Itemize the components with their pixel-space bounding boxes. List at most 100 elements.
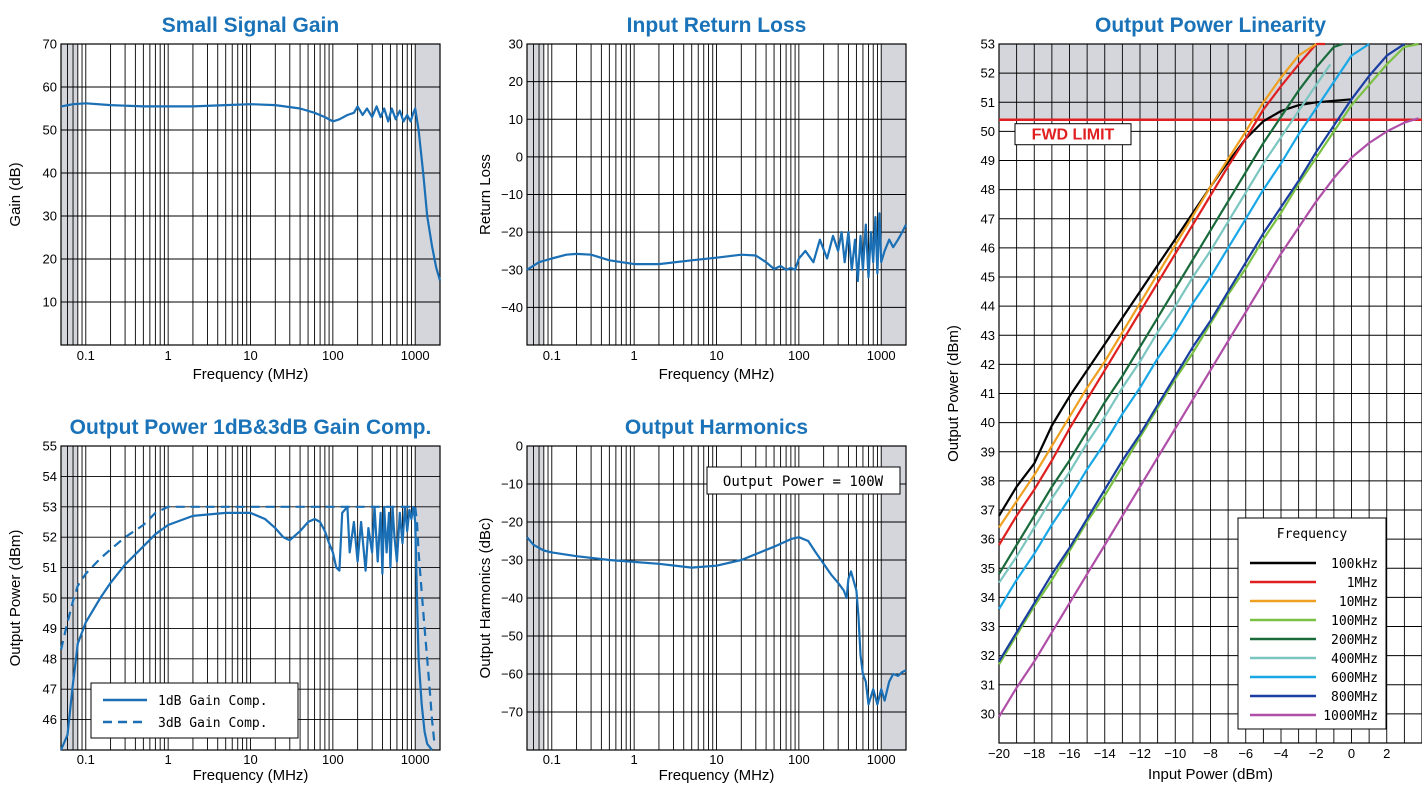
y-tick-label: 37 (981, 503, 995, 518)
series-line-1db-gain-comp- (59, 505, 433, 751)
legend-box (1237, 517, 1387, 730)
legend-label: 1000MHz (1323, 709, 1378, 724)
y-tick-label: 10 (43, 295, 57, 310)
legend: 1dB Gain Comp. 3dB Gain Comp. (90, 682, 299, 739)
series-line-800mhz (998, 43, 1406, 662)
y-tick-label: −10 (501, 187, 523, 202)
y-tick-label: 39 (981, 444, 995, 459)
x-tick-label: 1 (165, 348, 172, 363)
y-tick-label: 45 (981, 270, 995, 285)
legend-title: Frequency (1277, 527, 1348, 542)
shaded-band-0 (61, 44, 78, 345)
y-tick-label: −20 (501, 225, 523, 240)
y-tick-label: 31 (981, 677, 995, 692)
legend-label: 100kHz (1331, 557, 1378, 572)
x-tick-label: −16 (1058, 746, 1080, 761)
series-line-0 (526, 536, 907, 706)
series-line-0 (526, 212, 907, 283)
x-axis-label: Frequency (MHz) (659, 767, 775, 784)
y-tick-label: 10 (509, 112, 523, 127)
y-tick-label: 42 (981, 357, 995, 372)
legend-label: 400MHz (1331, 652, 1378, 667)
x-tick-label: 0.1 (543, 348, 561, 363)
legend-label: 1MHz (1347, 576, 1378, 591)
series-line-400mhz (998, 63, 1332, 584)
y-tick-label: 50 (43, 123, 57, 138)
x-tick-label: −18 (1023, 746, 1045, 761)
y-tick-label: −10 (501, 477, 523, 492)
plot-frame (526, 445, 907, 751)
y-tick-label: 0 (516, 439, 523, 454)
y-axis-label: Output Power (dBm) (7, 530, 24, 667)
x-tick-label: −12 (1129, 746, 1151, 761)
y-tick-label: 70 (43, 37, 57, 52)
fwd-limit-box (1014, 123, 1132, 146)
y-tick-label: −50 (501, 629, 523, 644)
x-tick-label: −4 (1274, 746, 1289, 761)
x-tick-label: 10 (243, 348, 257, 363)
y-axis-label: Output Harmonics (dBc) (477, 518, 494, 679)
chart-title: Output Power 1dB&3dB Gain Comp. (70, 416, 432, 439)
x-tick-label: −2 (1309, 746, 1324, 761)
x-tick-label: 100 (322, 752, 344, 767)
plot-frame (60, 43, 441, 346)
x-tick-label: 1000 (867, 348, 896, 363)
x-tick-label: 1000 (401, 348, 430, 363)
x-tick-label: −10 (1164, 746, 1186, 761)
chart-ssg: 0.1 1 10 100 1000 10 20 30 40 50 60 70 Frequency (MH… (7, 14, 442, 383)
x-tick-label: 1 (631, 752, 638, 767)
fwd-limit-label: FWD LIMIT (1032, 127, 1115, 144)
y-tick-label: −30 (501, 262, 523, 277)
plot-frame (60, 445, 441, 751)
y-tick-label: 36 (981, 532, 995, 547)
x-tick-label: 1 (165, 752, 172, 767)
y-tick-label: 44 (981, 299, 995, 314)
x-tick-label: 0.1 (77, 752, 95, 767)
y-tick-label: 30 (43, 209, 57, 224)
y-tick-label: 20 (43, 252, 57, 267)
y-tick-label: 47 (981, 211, 995, 226)
x-tick-label: 1000 (401, 752, 430, 767)
x-tick-label: 1 (631, 348, 638, 363)
x-tick-label: −8 (1203, 746, 1218, 761)
y-tick-label: −30 (501, 553, 523, 568)
y-tick-label: 41 (981, 386, 995, 401)
series-line-1mhz (998, 42, 1326, 546)
y-tick-label: 49 (43, 621, 57, 636)
x-tick-label: 100 (322, 348, 344, 363)
chart-title: Small Signal Gain (162, 14, 339, 37)
y-tick-label: 0 (516, 149, 523, 164)
y-tick-label: 54 (43, 469, 57, 484)
y-axis-label: Output Power (dBm) (945, 325, 962, 462)
legend-label: 600MHz (1331, 671, 1378, 686)
chart-title: Output Harmonics (625, 416, 808, 439)
y-tick-label: 30 (981, 706, 995, 721)
y-tick-label: −40 (501, 300, 523, 315)
y-tick-label: −20 (501, 515, 523, 530)
grid (526, 43, 907, 345)
y-tick-label: 52 (981, 66, 995, 81)
chart-irl: 0.1 1 10 100 1000 −40 −30 −20 −10 0 10 20 30 Frequenc… (477, 14, 907, 383)
y-tick-label: 33 (981, 619, 995, 634)
y-tick-label: 48 (981, 182, 995, 197)
y-tick-label: 38 (981, 473, 995, 488)
y-tick-label: 53 (43, 499, 57, 514)
series-line-0 (60, 102, 442, 281)
legend-label: 3dB Gain Comp. (158, 716, 268, 731)
x-tick-label: −6 (1238, 746, 1253, 761)
y-tick-label: 50 (981, 124, 995, 139)
y-tick-label: −40 (501, 591, 523, 606)
y-axis-label: Gain (dB) (7, 162, 24, 226)
x-tick-label: 10 (243, 752, 257, 767)
y-tick-label: 49 (981, 153, 995, 168)
x-axis-label: Frequency (MHz) (193, 366, 309, 383)
y-tick-label: 53 (981, 37, 995, 52)
y-tick-label: 40 (981, 415, 995, 430)
chart-opl: FWD LIMIT−20 −18 −16 −14 −12 −10 −8 −6 −4 −2 0 2303… (945, 14, 1422, 783)
y-tick-label: 60 (43, 80, 57, 95)
y-tick-label: 35 (981, 561, 995, 576)
x-axis-label: Input Power (dBm) (1148, 766, 1273, 783)
y-tick-label: 50 (43, 591, 57, 606)
legend: Frequency 100kHz 1MHz 10MHz 100MHz 200MHz 400M… (1237, 517, 1387, 730)
